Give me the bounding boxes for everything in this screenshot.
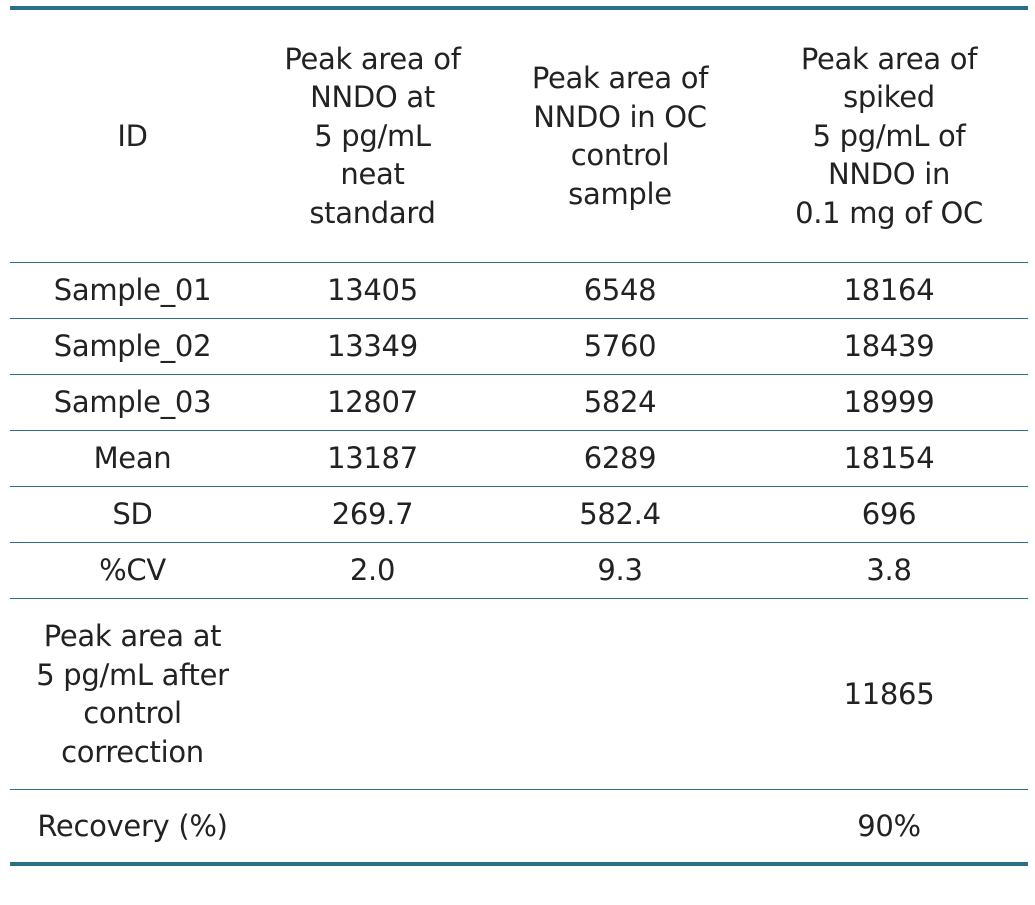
header-control-sample: Peak area of NNDO in OC control sample (531, 61, 709, 211)
neat-value-cell: 2.0 (255, 542, 490, 599)
table-top-rule (10, 6, 1028, 10)
row-id-cell: SD (10, 486, 255, 543)
neat-value-cell: 269.7 (255, 486, 490, 543)
spiked-value-cell: 18999 (750, 374, 1028, 431)
row-id-cell: Sample_01 (10, 262, 255, 319)
corrected-row: Peak area at 5 pg/mL after control corre… (10, 598, 1028, 790)
row-id-cell: Sample_03 (10, 374, 255, 431)
table-row: Sample_01 13405 6548 18164 (10, 262, 1028, 319)
control-value-cell: 5760 (490, 318, 750, 375)
corrected-control-cell (490, 598, 750, 790)
neat-value-cell: 13187 (255, 430, 490, 487)
control-value-cell: 9.3 (490, 542, 750, 599)
spiked-value-cell: 18164 (750, 262, 1028, 319)
recovery-control-cell (490, 789, 750, 862)
table-row: Sample_02 13349 5760 18439 (10, 318, 1028, 375)
control-value-cell: 6548 (490, 262, 750, 319)
spiked-value-cell: 696 (750, 486, 1028, 543)
control-value-cell: 6289 (490, 430, 750, 487)
corrected-spiked-cell: 11865 (750, 598, 1028, 790)
results-table-container: ID Peak area of NNDO at 5 pg/mL neat sta… (10, 6, 1028, 866)
control-value-cell: 5824 (490, 374, 750, 431)
table-row: Sample_03 12807 5824 18999 (10, 374, 1028, 431)
table-row: SD 269.7 582.4 696 (10, 486, 1028, 543)
header-row: ID Peak area of NNDO at 5 pg/mL neat sta… (10, 10, 1028, 263)
spiked-value-cell: 18154 (750, 430, 1028, 487)
recovery-row: Recovery (%) 90% (10, 789, 1028, 862)
results-table: ID Peak area of NNDO at 5 pg/mL neat sta… (10, 10, 1028, 862)
spiked-value-cell: 3.8 (750, 542, 1028, 599)
table-row: %CV 2.0 9.3 3.8 (10, 542, 1028, 599)
recovery-label-cell: Recovery (%) (10, 789, 255, 862)
header-id: ID (117, 118, 148, 153)
table-bottom-rule (10, 862, 1028, 866)
table-row: Mean 13187 6289 18154 (10, 430, 1028, 487)
recovery-spiked-cell: 90% (750, 789, 1028, 862)
recovery-neat-cell (255, 789, 490, 862)
row-id-cell: Mean (10, 430, 255, 487)
header-neat-standard: Peak area of NNDO at 5 pg/mL neat standa… (284, 41, 461, 230)
header-spiked-sample: Peak area of spiked 5 pg/mL of NNDO in 0… (795, 41, 983, 230)
corrected-label-cell: Peak area at 5 pg/mL after control corre… (10, 598, 255, 790)
spiked-value-cell: 18439 (750, 318, 1028, 375)
neat-value-cell: 13349 (255, 318, 490, 375)
corrected-neat-cell (255, 598, 490, 790)
row-id-cell: Sample_02 (10, 318, 255, 375)
control-value-cell: 582.4 (490, 486, 750, 543)
neat-value-cell: 12807 (255, 374, 490, 431)
row-id-cell: %CV (10, 542, 255, 599)
neat-value-cell: 13405 (255, 262, 490, 319)
